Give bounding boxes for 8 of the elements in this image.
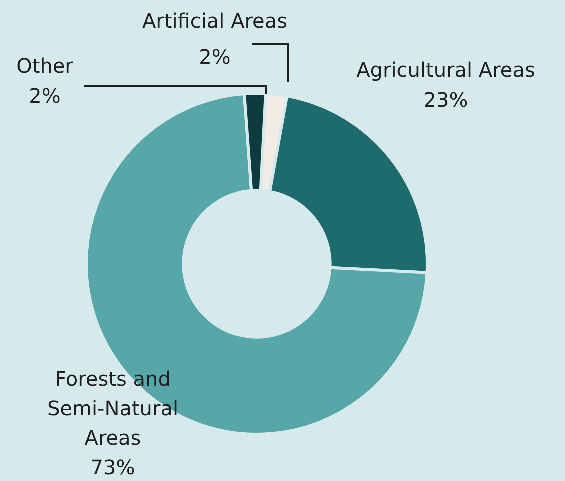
slice-label: Artificial Areas [142,9,288,34]
slice-label: Agricultural Areas [356,58,536,82]
data-label: 2% [199,45,231,70]
data-label: 2% [29,84,61,108]
slice-label: Forests and Semi-Natural Areas [47,367,179,450]
slice-label: Other [16,54,74,78]
data-label: 73% [90,456,136,480]
data-label: 23% [424,88,468,112]
